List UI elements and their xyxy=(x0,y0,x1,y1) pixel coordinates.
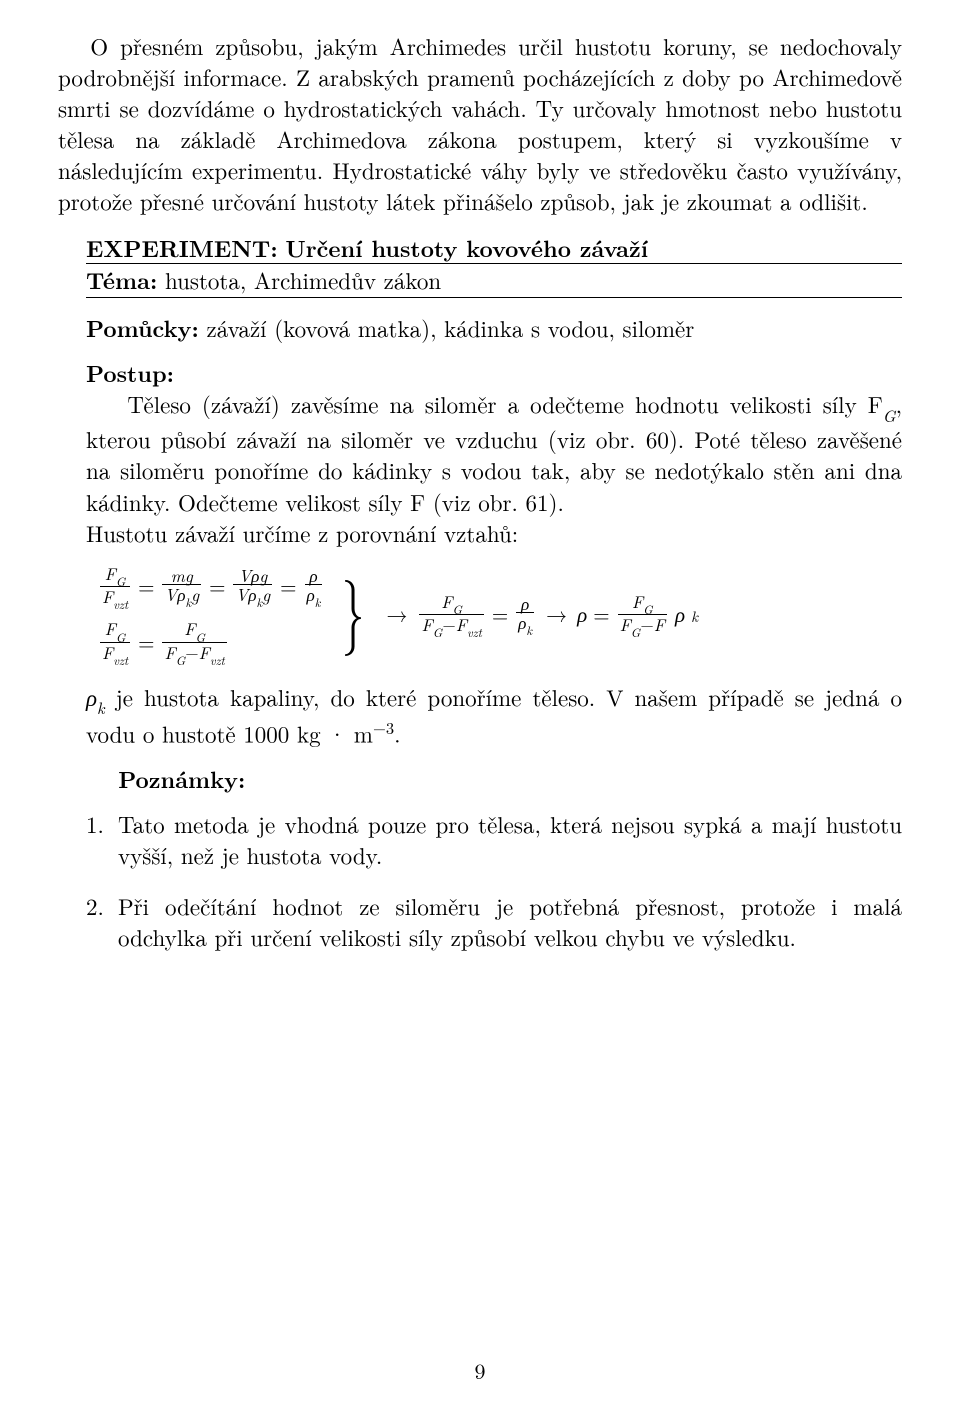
note-text-1: Tato metoda je vhodná pouze pro tělesa, … xyxy=(118,808,902,870)
frac-fg-fgfvzt: FG FG−Fvzt xyxy=(162,619,226,665)
frac-result-2: ρ ρk xyxy=(516,594,534,636)
poznamky-list: 1. Tato metoda je vhodná pouze pro těles… xyxy=(86,808,902,952)
tema-label: Téma: xyxy=(86,263,157,296)
rhok-text: je hustota kapaliny, do které ponoříme t… xyxy=(86,680,902,750)
math-row-2: FG Fvzt = FG FG−Fvzt xyxy=(98,619,324,665)
frac-mg-vrhokg: mg Vρkg xyxy=(162,566,201,608)
frac-vrhog-vrhokg: Vρg Vρkg xyxy=(233,566,272,608)
postup-body: Těleso (závaží) zavěsíme na siloměr a od… xyxy=(86,388,902,547)
experiment-box: EXPERIMENT: Určení hustoty kovového záva… xyxy=(86,232,902,952)
rhok-sup: −3 xyxy=(373,715,394,739)
note-number-1: 1. xyxy=(86,808,108,870)
poznamky-block: Poznámky: 1. Tato metoda je vhodná pouze… xyxy=(86,763,902,952)
pomucky-block: Pomůcky: závaží (kovová matka), kádinka … xyxy=(86,312,902,343)
tema-value: hustota, Archimedův zákon xyxy=(165,263,441,296)
experiment-title: Určení hustoty kovového závaží xyxy=(285,231,648,264)
experiment-label: EXPERIMENT: xyxy=(86,231,278,264)
note-item-2: 2. Při odečítání hodnot ze siloměru je p… xyxy=(86,890,902,952)
math-left-column: FG Fvzt = mg Vρkg = Vρg Vρkg = ρ xyxy=(98,564,324,666)
page: O přesném způsobu, jakým Archimedes urči… xyxy=(0,0,960,1414)
intro-paragraph: O přesném způsobu, jakým Archimedes urči… xyxy=(58,30,902,216)
pomucky-value: závaží (kovová matka), kádinka s vodou, … xyxy=(207,311,695,344)
rhok-sym: ρ xyxy=(86,680,97,713)
postup-label: Postup: xyxy=(86,357,902,388)
frac-result-1: FG FG−Fvzt xyxy=(419,592,483,638)
frac-fg-fvzt-2: FG Fvzt xyxy=(100,619,130,665)
rhok-end: . xyxy=(394,717,400,750)
postup-line-1: Těleso (závaží) zavěsíme na siloměr a od… xyxy=(86,388,902,516)
note-number-2: 2. xyxy=(86,890,108,952)
rhok-sub: k xyxy=(97,695,105,719)
frac-rho-rhok: ρ ρk xyxy=(305,566,323,608)
math-row-1: FG Fvzt = mg Vρkg = Vρg Vρkg = ρ xyxy=(98,564,324,610)
pomucky-label: Pomůcky: xyxy=(86,311,199,344)
frac-fg-fvzt-1: FG Fvzt xyxy=(100,564,130,610)
poznamky-label: Poznámky: xyxy=(118,763,902,794)
rhok-explain: ρk je hustota kapaliny, do které ponořím… xyxy=(86,681,902,749)
math-result: → FG FG−Fvzt = ρ ρk → ρ = FG FG−F ρk xyxy=(382,592,698,638)
math-block: FG Fvzt = mg Vρkg = Vρg Vρkg = ρ xyxy=(98,564,902,666)
note-text-2: Při odečítání hodnot ze siloměru je potř… xyxy=(118,890,902,952)
right-brace-icon: } xyxy=(342,592,365,638)
tema-line: Téma: hustota, Archimedův zákon xyxy=(86,264,902,298)
note-item-1: 1. Tato metoda je vhodná pouze pro těles… xyxy=(86,808,902,870)
postup-sub-fg: G xyxy=(883,403,896,427)
page-number: 9 xyxy=(0,1356,960,1386)
experiment-title-line: EXPERIMENT: Určení hustoty kovového záva… xyxy=(86,232,902,264)
postup-block: Postup: Těleso (závaží) zavěsíme na silo… xyxy=(86,357,902,547)
postup-text-1a: Těleso (závaží) zavěsíme na siloměr a od… xyxy=(127,387,882,420)
frac-result-3: FG FG−F xyxy=(618,592,667,638)
postup-line-2: Hustotu závaží určíme z porovnání vztahů… xyxy=(86,517,902,548)
